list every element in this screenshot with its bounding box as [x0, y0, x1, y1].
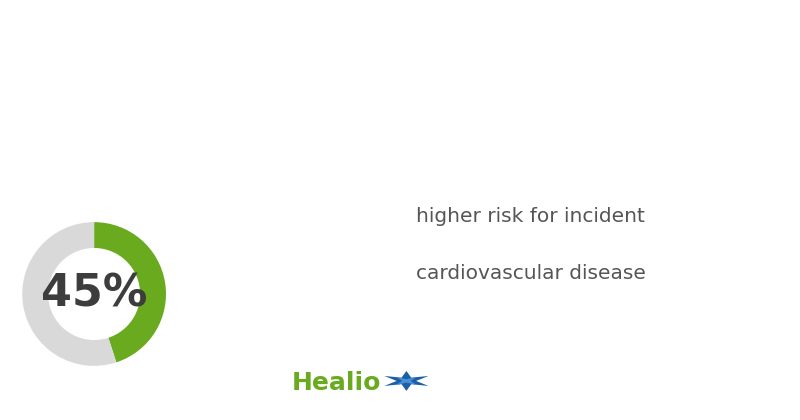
- Text: Healio: Healio: [291, 370, 381, 394]
- Wedge shape: [94, 222, 166, 362]
- Text: cardiovascular disease: cardiovascular disease: [416, 264, 646, 283]
- Text: deviation, adults in the MESA cohort faced a:: deviation, adults in the MESA cohort fac…: [161, 69, 639, 88]
- Polygon shape: [384, 371, 429, 391]
- Circle shape: [49, 249, 139, 339]
- Polygon shape: [397, 377, 416, 385]
- Text: higher risk for incident: higher risk for incident: [416, 207, 645, 226]
- Wedge shape: [22, 222, 116, 366]
- Text: 45%: 45%: [41, 273, 147, 315]
- Text: Each time hypoxic burden was raised by 1 standard: Each time hypoxic burden was raised by 1…: [126, 27, 674, 46]
